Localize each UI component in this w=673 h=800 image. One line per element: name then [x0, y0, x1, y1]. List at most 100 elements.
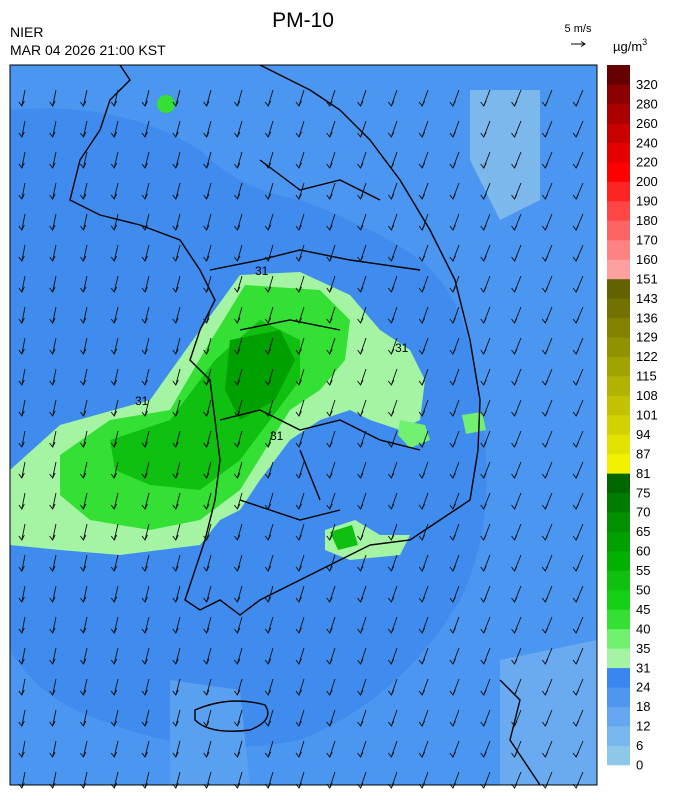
wind-arrow-head [418, 162, 426, 169]
contour-label: 31 [135, 394, 149, 408]
wind-arrow-head [295, 627, 302, 634]
wind-arrow-head [511, 162, 518, 169]
wind-arrow-head [480, 751, 487, 758]
wind-arrow-head [572, 286, 579, 293]
colorbar: 0 6 12 18 24 31 35 40 45 50 55 60 65 70 75 81 87 94 101 108… [607, 65, 658, 773]
wind-arrow-head [541, 658, 549, 665]
wind-arrow-head [264, 348, 272, 355]
wind-arrow [175, 647, 181, 665]
wind-arrow-head [80, 658, 87, 665]
wind-arrow-head [203, 410, 210, 417]
wind-arrow [52, 244, 57, 262]
wind-arrow-head [357, 410, 364, 417]
wind-arrow-head [203, 255, 210, 262]
wind-arrow [113, 120, 119, 138]
wind-arrow-head [511, 224, 518, 231]
wind-arrow-head [418, 472, 426, 479]
colorbar-cell [607, 240, 630, 260]
wind-arrow-head [264, 286, 272, 293]
wind-arrow-head [172, 317, 179, 324]
wind-arrow [21, 678, 26, 696]
wind-arrow [52, 523, 57, 541]
wind-arrow-head [172, 255, 179, 262]
unit-text: µg/m [613, 39, 642, 54]
wind-arrow-head [541, 131, 549, 138]
wind-arrow-head [418, 658, 426, 665]
wind-arrow [52, 275, 57, 293]
wind-arrow-head [80, 131, 87, 138]
wind-arrow-head [18, 100, 25, 107]
wind-arrow-head [387, 503, 395, 510]
wind-arrow-head [172, 565, 179, 572]
wind-arrow-head [387, 751, 395, 758]
colorbar-label: 55 [636, 563, 650, 578]
wind-arrow-head [203, 720, 210, 727]
colorbar-cell [607, 201, 630, 221]
wind-arrow-head [264, 193, 272, 200]
wind-arrow-head [572, 689, 579, 696]
wind-arrow [52, 554, 57, 572]
wind-arrow [82, 585, 88, 603]
wind-arrow-head [141, 658, 148, 665]
wind-arrow-head [449, 503, 456, 510]
wind-arrow-head [18, 503, 25, 510]
wind-arrow [175, 616, 181, 634]
wind-arrow-head [511, 534, 518, 541]
wind-arrow [206, 337, 212, 355]
wind-arrow [52, 368, 57, 386]
wind-arrow [175, 554, 181, 572]
wind-arrow-head [357, 503, 364, 510]
wind-arrow-head [18, 720, 25, 727]
colorbar-cell [607, 84, 630, 105]
wind-arrow-head [172, 720, 179, 727]
colorbar-cell [607, 337, 630, 357]
colorbar-cell [607, 278, 630, 299]
wind-arrow [236, 89, 243, 107]
wind-arrow-head [326, 503, 333, 510]
wind-arrow-head [326, 596, 333, 603]
wind-arrow-head [326, 751, 333, 758]
wind-arrow [82, 430, 88, 448]
wind-arrow-head [357, 565, 364, 572]
wind-arrow-head [141, 410, 148, 417]
wind-arrow [21, 368, 26, 386]
wind-arrow [82, 492, 88, 510]
wind-arrow-head [357, 720, 364, 727]
wind-arrow-head [295, 131, 302, 138]
wind-arrow-head [234, 100, 241, 107]
wind-arrow [236, 523, 243, 541]
wind-arrow-head [141, 348, 148, 355]
colorbar-label: 320 [636, 77, 658, 92]
wind-arrow [144, 492, 150, 510]
wind-arrow-head [141, 751, 148, 758]
wind-arrow-head [80, 224, 87, 231]
wind-arrow [21, 337, 26, 355]
wind-arrow-head [449, 286, 456, 293]
wind-arrow-head [18, 627, 25, 634]
wind-arrow [236, 647, 243, 665]
wind-arrow-head [326, 317, 333, 324]
wind-arrow [144, 120, 150, 138]
wind-arrow [206, 678, 212, 696]
wind-arrow [82, 740, 88, 758]
wind-arrow-head [326, 534, 333, 541]
wind-arrow-head [234, 534, 241, 541]
wind-arrow-head [172, 286, 179, 293]
wind-arrow-head [387, 565, 395, 572]
wind-arrow-head [572, 379, 579, 386]
wind-arrow-head [357, 100, 364, 107]
wind-arrow-head [172, 193, 179, 200]
wind-arrow-head [234, 410, 241, 417]
wind-arrow [267, 523, 274, 541]
wind-arrow [206, 213, 212, 231]
wind-arrow [206, 709, 212, 727]
wind-arrow [206, 120, 212, 138]
wind-arrow-head [295, 348, 302, 355]
wind-arrow-head [203, 286, 210, 293]
wind-arrow-head [141, 503, 148, 510]
colorbar-label: 220 [636, 155, 658, 170]
wind-arrow [236, 554, 243, 572]
wind-arrow-head [295, 224, 302, 231]
wind-arrow-head [418, 565, 426, 572]
wind-arrow-head [141, 255, 148, 262]
